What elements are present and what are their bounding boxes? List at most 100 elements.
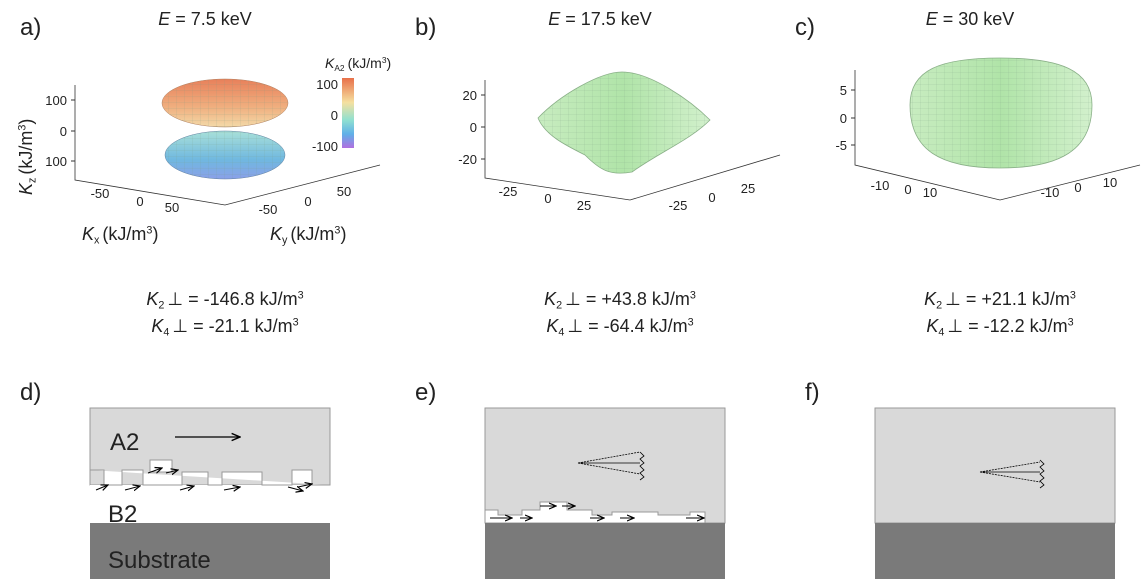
title-text: = 17.5 keV <box>565 9 652 29</box>
label-text: ) <box>152 224 158 244</box>
panel-title: E = 7.5 keV <box>158 9 252 29</box>
symbol-label: Ky (kJ/m3) <box>270 224 346 247</box>
panel-label: f) <box>805 379 820 406</box>
x-tick-label: 0 <box>544 191 551 206</box>
surface-c <box>909 57 1093 169</box>
subscript: A2 <box>334 63 345 73</box>
label-text: ⊥ = +21.1 kJ/m <box>945 289 1070 309</box>
panel-title: E = 30 keV <box>926 9 1015 29</box>
x-tick-label: 0 <box>904 182 911 197</box>
panel-title: E = 17.5 keV <box>548 9 652 29</box>
colorbar <box>342 78 354 148</box>
panel-label: b) <box>415 14 436 41</box>
symbol-label: Kz (kJ/m3) <box>16 119 39 195</box>
surface-b <box>537 71 711 174</box>
symbol: E <box>548 9 561 29</box>
y-tick-label: -25 <box>669 198 688 213</box>
axis-box <box>74 85 381 206</box>
subscript: y <box>282 235 288 247</box>
subscript: 4 <box>558 327 564 339</box>
subscript: z <box>27 178 39 183</box>
symbol: K <box>544 289 557 309</box>
superscript: 3 <box>690 290 696 302</box>
label-text: (kJ/m <box>102 224 146 244</box>
panel-label: d) <box>20 379 41 406</box>
z-tick-label: 5 <box>840 83 847 98</box>
z-tick-label: 20 <box>463 88 477 103</box>
colorbar-tick-label: 100 <box>316 77 338 92</box>
y-tick-label: 0 <box>304 194 311 209</box>
y-tick-label: 50 <box>337 184 351 199</box>
label-text: ⊥ = -12.2 kJ/m <box>947 316 1067 336</box>
colorbar-tick-label: -100 <box>312 139 338 154</box>
subscript: x <box>94 235 100 247</box>
axis-box <box>484 80 781 201</box>
superscript: 3 <box>17 125 29 131</box>
subscript: 4 <box>163 327 169 339</box>
layer-label: B2 <box>108 501 137 528</box>
x-tick-label: 0 <box>136 194 143 209</box>
label-text: (kJ/m <box>290 224 334 244</box>
label-text: ⊥ = +43.8 kJ/m <box>565 289 690 309</box>
label-text: ) <box>16 119 36 125</box>
surface-a <box>161 78 289 180</box>
superscript: 3 <box>146 225 152 237</box>
y-tick-label: -10 <box>1041 185 1060 200</box>
z-tick-label: 0 <box>470 120 477 135</box>
z-tick-label: 0 <box>840 111 847 126</box>
x-tick-label: -25 <box>499 184 518 199</box>
x-tick-label: -50 <box>91 186 110 201</box>
z-tick-label: -20 <box>458 152 477 167</box>
y-tick-label: 0 <box>1074 180 1081 195</box>
symbol-label: Kx (kJ/m3) <box>82 224 158 247</box>
superscript: 3 <box>298 290 304 302</box>
title-text: = 7.5 keV <box>175 9 252 29</box>
symbol: K <box>146 289 159 309</box>
y-tick-label: 10 <box>1103 175 1117 190</box>
superscript: 3 <box>1070 290 1076 302</box>
superscript: 3 <box>382 55 387 65</box>
subscript: 2 <box>158 300 164 312</box>
x-tick-label: 10 <box>923 185 937 200</box>
symbol-label: K2 ⊥ = +21.1 kJ/m3 <box>924 289 1076 312</box>
symbol: K <box>82 224 95 244</box>
symbol-label: K2 ⊥ = -146.8 kJ/m3 <box>146 289 303 312</box>
symbol-label: K2 ⊥ = +43.8 kJ/m3 <box>544 289 696 312</box>
symbol: K <box>325 55 335 71</box>
subscript: 4 <box>938 327 944 339</box>
symbol: K <box>924 289 937 309</box>
label-text: (kJ/m <box>16 131 36 175</box>
superscript: 3 <box>1068 317 1074 329</box>
colorbar-tick-label: 0 <box>331 108 338 123</box>
label-text: ) <box>340 224 346 244</box>
symbol: K <box>16 182 36 195</box>
z-tick-label: 0 <box>60 124 67 139</box>
label-text: ) <box>386 55 391 71</box>
symbol-label: K4 ⊥ = -64.4 kJ/m3 <box>546 316 693 339</box>
symbol: K <box>546 316 559 336</box>
y-tick-label: 0 <box>708 190 715 205</box>
panel-label: e) <box>415 379 436 406</box>
superscript: 3 <box>688 317 694 329</box>
superscript: 3 <box>334 225 340 237</box>
layer-d <box>89 407 331 579</box>
symbol: E <box>926 9 939 29</box>
layer-e <box>484 407 726 579</box>
y-tick-label: 25 <box>741 181 755 196</box>
title-text: = 30 keV <box>943 9 1015 29</box>
superscript: 3 <box>293 317 299 329</box>
symbol-label: K4 ⊥ = -21.1 kJ/m3 <box>151 316 298 339</box>
y-tick-label: -50 <box>259 202 278 217</box>
z-tick-label: 100 <box>45 154 67 169</box>
z-tick-label: -5 <box>835 138 847 153</box>
symbol-label: K4 ⊥ = -12.2 kJ/m3 <box>926 316 1073 339</box>
z-tick-label: 100 <box>45 93 67 108</box>
x-tick-label: 50 <box>165 200 179 215</box>
label-text: ⊥ = -21.1 kJ/m <box>172 316 292 336</box>
label-text: ⊥ = -146.8 kJ/m <box>167 289 297 309</box>
subscript: 2 <box>556 300 562 312</box>
panel-label: c) <box>795 14 815 41</box>
x-tick-label: 25 <box>577 198 591 213</box>
layer-label: Substrate <box>108 547 211 574</box>
